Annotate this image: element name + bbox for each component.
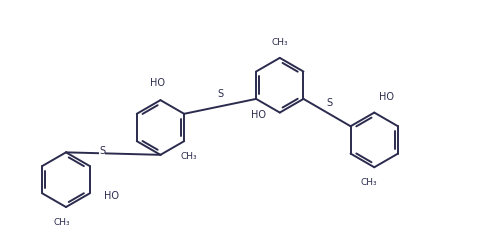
Text: CH₃: CH₃ — [181, 152, 197, 161]
Text: CH₃: CH₃ — [54, 218, 70, 227]
Text: S: S — [217, 89, 223, 99]
Text: CH₃: CH₃ — [360, 178, 377, 187]
Text: S: S — [326, 98, 332, 108]
Text: S: S — [99, 146, 105, 156]
Text: HO: HO — [104, 191, 119, 201]
Text: CH₃: CH₃ — [271, 38, 287, 47]
Text: HO: HO — [250, 110, 265, 120]
Text: HO: HO — [150, 78, 165, 88]
Text: HO: HO — [378, 92, 393, 102]
